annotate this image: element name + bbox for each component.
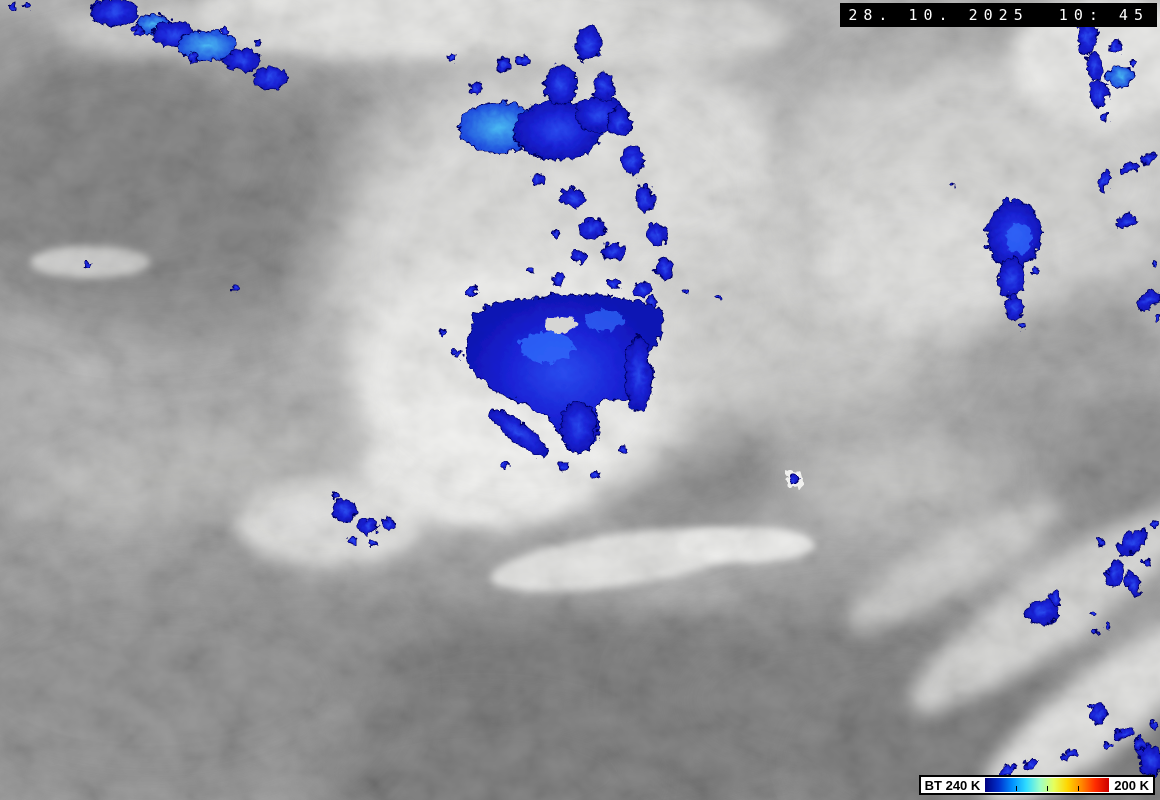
timestamp-text: 28. 10. 2025 10: 45 bbox=[848, 6, 1149, 24]
timestamp-overlay: 28. 10. 2025 10: 45 bbox=[840, 3, 1157, 27]
legend-label-left: BT 240 K bbox=[924, 777, 981, 793]
legend-tick bbox=[1078, 786, 1080, 791]
colorbar-legend: BT 240 K 200 K bbox=[918, 775, 1155, 795]
legend-tick bbox=[1047, 786, 1049, 791]
legend-gradient-bar bbox=[985, 778, 1110, 792]
cold-cloud-overlay bbox=[7, 0, 1160, 775]
legend-tick bbox=[1016, 786, 1018, 791]
legend-label-right: 200 K bbox=[1114, 777, 1149, 793]
